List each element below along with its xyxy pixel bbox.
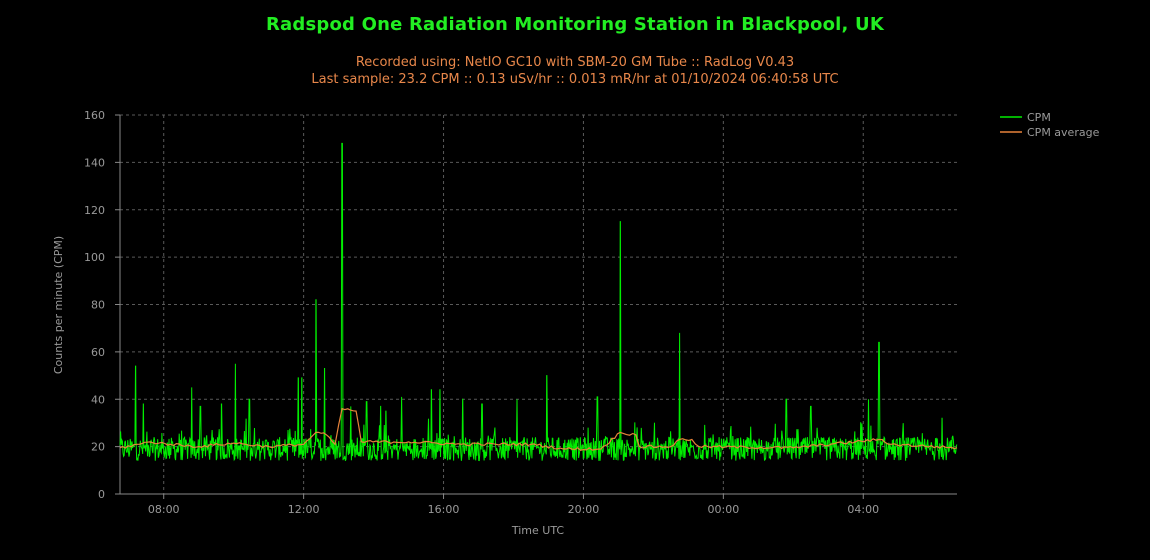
x-tick-label: 12:00 <box>288 503 320 516</box>
y-tick-label: 20 <box>91 441 105 454</box>
legend-label: CPM average <box>1027 126 1100 139</box>
x-tick-label: 00:00 <box>708 503 740 516</box>
y-tick-label: 40 <box>91 393 105 406</box>
x-tick-label: 04:00 <box>847 503 879 516</box>
chart-subtitle-recorded: Recorded using: NetIO GC10 with SBM-20 G… <box>355 55 795 70</box>
series-cpm-line <box>119 142 958 462</box>
y-tick-label: 60 <box>91 346 105 359</box>
y-tick-label: 100 <box>84 251 105 264</box>
series <box>119 142 958 462</box>
chart-subtitle-last-sample: Last sample: 23.2 CPM :: 0.13 uSv/hr :: … <box>311 72 839 87</box>
x-tick-label: 08:00 <box>148 503 180 516</box>
x-tick-label: 20:00 <box>568 503 600 516</box>
y-tick-label: 160 <box>84 109 105 122</box>
series-cpm-average-line <box>119 407 958 451</box>
x-tick-label: 16:00 <box>428 503 460 516</box>
y-axis-label: Counts per minute (CPM) <box>52 236 65 374</box>
y-tick-label: 80 <box>91 299 105 312</box>
y-tick-label: 120 <box>84 204 105 217</box>
x-axis-label: Time UTC <box>511 524 565 537</box>
y-tick-label: 0 <box>98 488 105 501</box>
axes: 0 20 40 60 80 100 120 140 160 08:00 12:00 16:00 20:0… <box>84 109 957 516</box>
y-tick-label: 140 <box>84 156 105 169</box>
legend: CPM CPM average <box>1000 111 1100 139</box>
chart-title: Radspod One Radiation Monitoring Station… <box>266 14 884 35</box>
legend-label: CPM <box>1027 111 1051 124</box>
